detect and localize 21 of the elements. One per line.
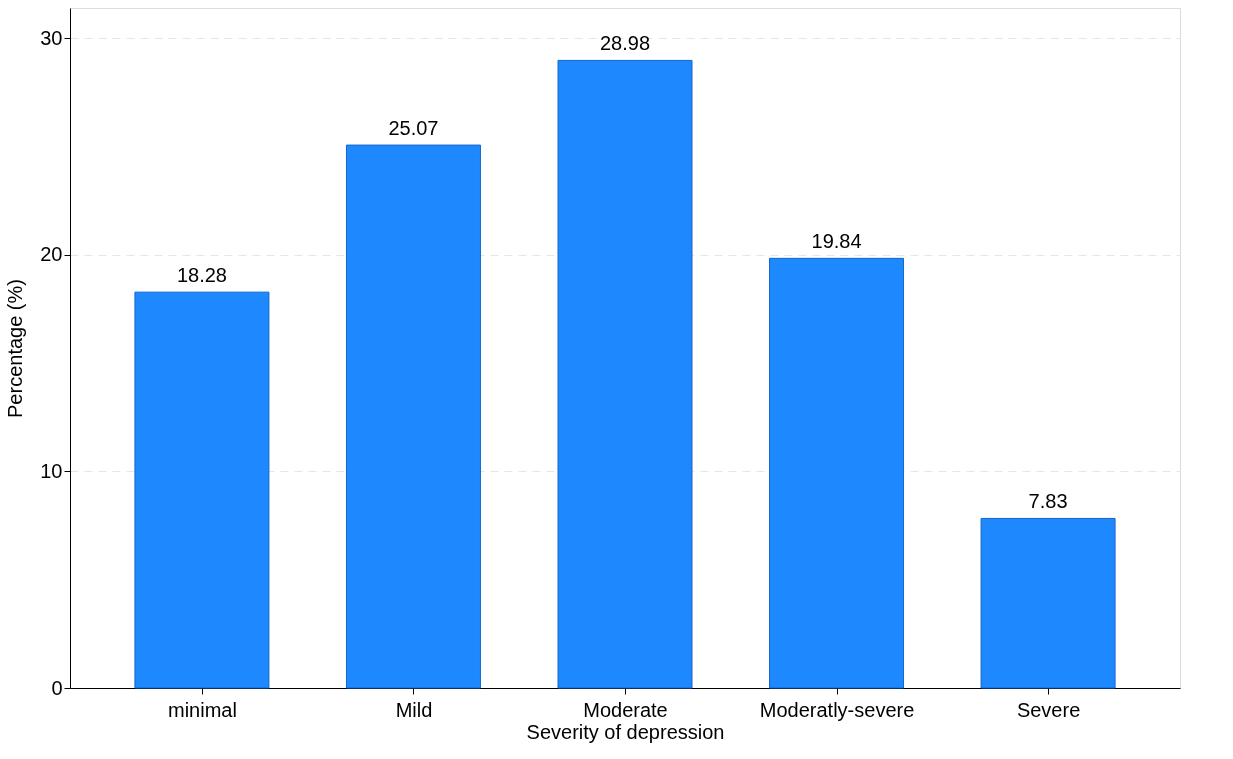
data-label: 18.28 bbox=[176, 264, 227, 287]
x-tick-label: Severe bbox=[1016, 698, 1081, 721]
x-tick-label: minimal bbox=[167, 698, 237, 721]
data-label: 28.98 bbox=[599, 32, 651, 55]
y-tick-label: 20 bbox=[40, 243, 63, 266]
y-tick-label: 0 bbox=[51, 676, 63, 699]
data-label: 19.84 bbox=[811, 230, 862, 253]
data-label: 7.83 bbox=[1028, 490, 1068, 513]
x-tick-label: Moderatly-severe bbox=[759, 698, 915, 721]
x-tick-label: Mild bbox=[395, 698, 433, 721]
x-axis-title: Severity of depression bbox=[526, 720, 725, 743]
y-tick-label: 10 bbox=[40, 459, 63, 482]
bar bbox=[769, 257, 905, 689]
x-tick-label: Moderate bbox=[583, 698, 668, 721]
bar bbox=[980, 517, 1116, 689]
data-label: 25.07 bbox=[388, 117, 439, 140]
bar bbox=[345, 144, 481, 689]
y-tick-label: 30 bbox=[40, 26, 63, 49]
bar bbox=[134, 291, 270, 689]
y-axis-title: Percentage (%) bbox=[4, 279, 27, 418]
bar bbox=[557, 59, 693, 689]
